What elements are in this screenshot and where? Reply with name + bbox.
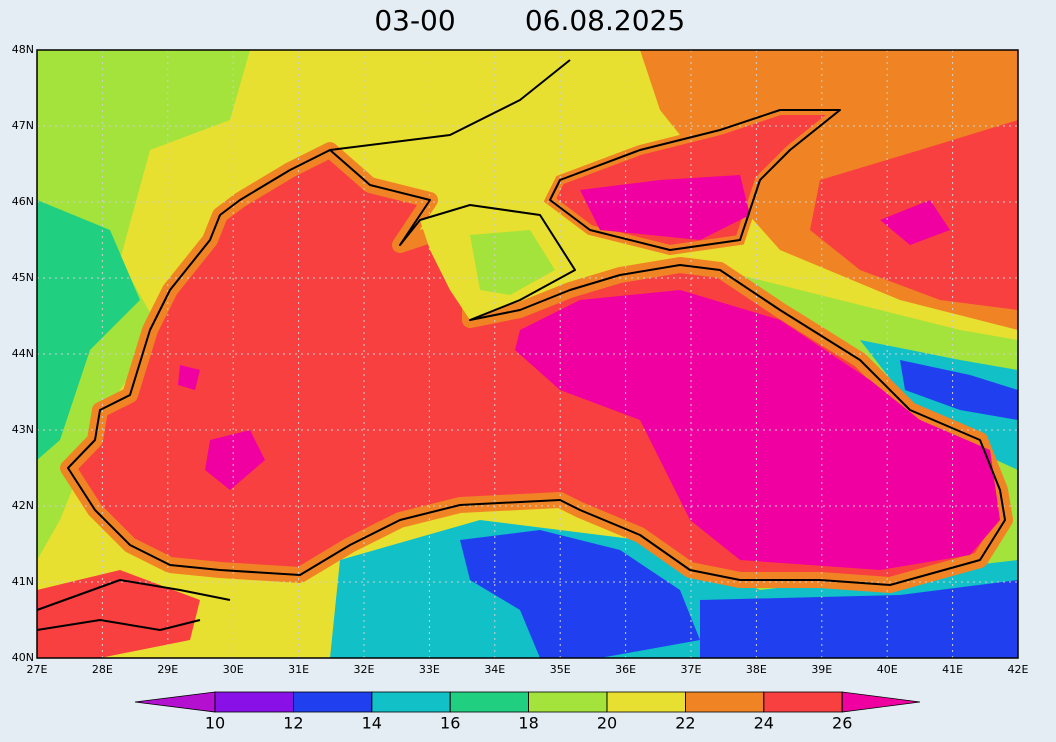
colorbar-arrow (134, 691, 216, 713)
colorbar-swatch (371, 691, 451, 713)
lat-label: 43N (12, 423, 34, 436)
lat-label: 40N (12, 651, 34, 664)
colorbar-label: 22 (675, 714, 695, 733)
title-time: 03-00 (374, 4, 455, 37)
field-zone (178, 365, 265, 490)
field-zone (700, 580, 1018, 658)
field-zone (470, 230, 555, 295)
colorbar-label: 16 (440, 714, 460, 733)
colorbar-label: 18 (518, 714, 538, 733)
lon-label: 42E (1008, 663, 1029, 676)
lon-label: 38E (746, 663, 767, 676)
lon-label: 35E (550, 663, 571, 676)
field-zone (900, 360, 1018, 420)
lon-label: 30E (223, 663, 244, 676)
lat-label: 48N (12, 43, 34, 56)
lon-label: 28E (92, 663, 113, 676)
lat-label: 41N (12, 575, 34, 588)
axes: 40N 41N 42N 43N 44N 45N 46N 47N 48N 27E 28E 29E 30E 3… (12, 43, 1029, 676)
colorbar-label: 24 (754, 714, 774, 733)
lon-label: 34E (484, 663, 505, 676)
field-zone (37, 200, 140, 460)
colorbar-label: 12 (283, 714, 303, 733)
field-zone (37, 570, 200, 658)
lat-label: 45N (12, 271, 34, 284)
colorbar-label: 14 (362, 714, 382, 733)
lon-label: 36E (615, 663, 636, 676)
map-frame (36, 49, 1019, 659)
colorbar-swatch (449, 691, 530, 713)
colorbar-swatch (214, 691, 294, 713)
colorbar-swatch (606, 691, 686, 713)
lon-label: 27E (27, 663, 48, 676)
colorbar-label: 10 (205, 714, 225, 733)
lat-label: 47N (12, 119, 34, 132)
colorbar-label: 26 (832, 714, 852, 733)
field-zone (460, 530, 700, 658)
lon-label: 41E (942, 663, 963, 676)
lon-label: 29E (157, 663, 178, 676)
lon-label: 39E (811, 663, 832, 676)
colorbar-arrow (841, 691, 921, 713)
lon-label: 33E (419, 663, 440, 676)
lat-label: 42N (12, 499, 34, 512)
field-zone (580, 175, 950, 245)
colorbar-label: 20 (597, 714, 617, 733)
lon-label: 37E (681, 663, 702, 676)
grid (37, 50, 1018, 658)
lon-label: 40E (877, 663, 898, 676)
colorbar-swatch (685, 691, 765, 713)
lat-label: 46N (12, 195, 34, 208)
colorbar-swatch (763, 691, 843, 713)
map-field (36, 49, 1019, 659)
lon-label: 31E (288, 663, 309, 676)
lat-label: 44N (12, 347, 34, 360)
title-date: 06.08.2025 (525, 4, 685, 37)
colorbar: 10 12 14 16 18 20 22 24 26 (134, 691, 921, 733)
colorbar-swatch (292, 691, 373, 713)
colorbar-swatch (528, 691, 608, 713)
coastline (37, 59, 1006, 631)
lon-label: 32E (354, 663, 375, 676)
